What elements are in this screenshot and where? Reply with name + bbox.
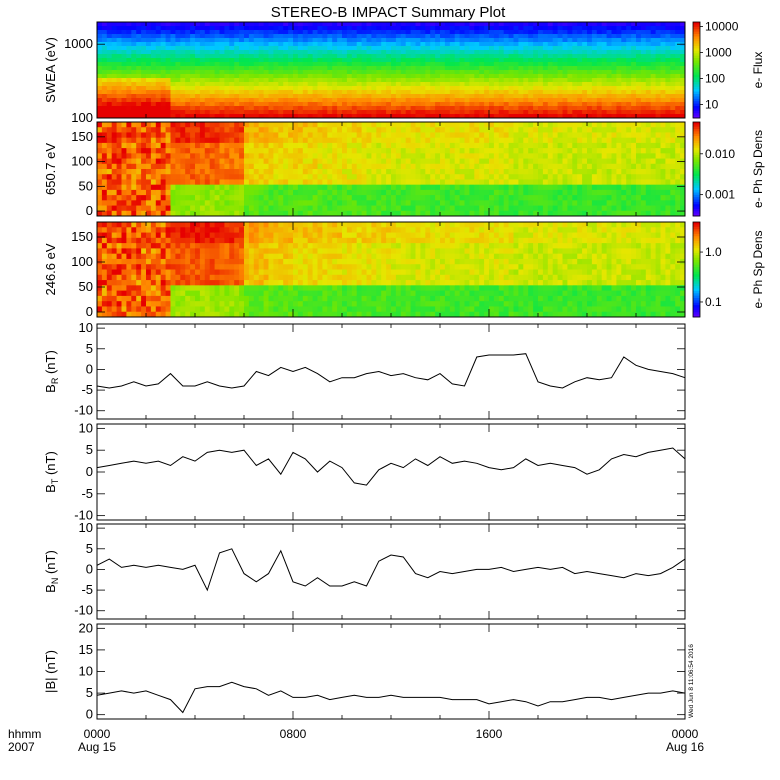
colorbar: 10 100 1000 10000 e- Flux xyxy=(692,20,765,119)
y-axis-label-main: SWEA (eV) xyxy=(43,37,58,103)
y-axis-label-unit: (nT) xyxy=(43,350,58,377)
y-axis-label: BR (nT) xyxy=(43,350,60,393)
y-tick-label: 150 xyxy=(71,129,93,144)
trace-line xyxy=(96,353,686,389)
panel-5: -10 -5 0 5 10 BT (nT) xyxy=(43,420,686,523)
y-tick-label: -5 xyxy=(81,486,93,501)
y-tick-label: 5 xyxy=(86,685,93,700)
time-tick-date: Aug 15 xyxy=(78,740,116,754)
y-tick-label: 5 xyxy=(86,442,93,457)
y-tick-label: 0 xyxy=(86,203,93,218)
time-tick-label: 0000 xyxy=(672,727,699,741)
panel-1: 10 100 1000 10000 e- Flux 100 1000 SWEA (eV) xyxy=(43,20,765,125)
y-axis-label-unit: (nT) xyxy=(43,451,58,478)
trace-line xyxy=(96,447,686,486)
y-tick-label: 0 xyxy=(86,464,93,479)
colorbar: 0.001 0.010 e- Ph Sp Dens xyxy=(692,121,765,217)
panel-4: -10 -5 0 5 10 BR (nT) xyxy=(43,320,686,420)
time-tick-label: 0800 xyxy=(280,727,307,741)
y-axis-label-main: B xyxy=(43,384,58,393)
y-tick-label: -10 xyxy=(74,403,93,418)
panel-frame xyxy=(96,523,686,620)
y-tick-label: 100 xyxy=(71,254,93,269)
y-tick-label: 0 xyxy=(86,561,93,576)
colorbar-frame xyxy=(692,21,701,119)
y-axis-label: SWEA (eV) xyxy=(43,37,58,103)
y-tick-label: -10 xyxy=(74,603,93,618)
panel-frame xyxy=(96,323,686,420)
y-axis-label-sub: T xyxy=(50,478,60,484)
colorbar-frame xyxy=(692,221,701,318)
colorbar-tick-label: 0.010 xyxy=(705,147,735,161)
y-tick-label: -5 xyxy=(81,382,93,397)
y-tick-label: 0 xyxy=(86,361,93,376)
panel-2: 0.001 0.010 e- Ph Sp Dens 0 50 100 150 650.7 eV xyxy=(43,121,765,218)
y-tick-label: -5 xyxy=(81,582,93,597)
colorbar-label: e- Ph Sp Dens xyxy=(751,130,765,208)
panel-frame xyxy=(96,623,686,720)
y-axis-label: 246.6 eV xyxy=(43,243,58,295)
colorbar-tick-label: 10 xyxy=(705,97,719,111)
time-tick-label: 0000 xyxy=(84,727,111,741)
colorbar-tick-label: 0.1 xyxy=(705,295,722,309)
colorbar: 0.1 1.0 e- Ph Sp Dens xyxy=(692,221,765,318)
y-tick-label: 150 xyxy=(71,229,93,244)
y-axis-label-main: 246.6 eV xyxy=(43,243,58,295)
y-axis-label: 650.7 eV xyxy=(43,143,58,195)
y-tick-label: -10 xyxy=(74,508,93,523)
colorbar-label: e- Ph Sp Dens xyxy=(751,230,765,308)
time-tick-label: 1600 xyxy=(476,727,503,741)
trace-line xyxy=(96,548,686,592)
y-tick-label: 100 xyxy=(71,154,93,169)
colorbar-tick-label: 1.0 xyxy=(705,245,722,259)
colorbar-tick-label: 1000 xyxy=(705,46,732,60)
colorbar-tick-label: 0.001 xyxy=(705,188,735,202)
time-label-top: hhmm xyxy=(8,727,41,741)
panel-7: 0 5 10 15 20 |B| (nT) xyxy=(43,620,686,722)
y-tick-label: 10 xyxy=(79,320,93,335)
colorbar-tick-label: 100 xyxy=(705,71,725,85)
colorbar-label: e- Flux xyxy=(751,52,765,89)
colorbar-tick-label: 10000 xyxy=(705,20,739,34)
trace-line xyxy=(96,681,686,714)
y-axis-label-main: 650.7 eV xyxy=(43,143,58,195)
y-tick-label: 15 xyxy=(79,642,93,657)
y-tick-label: 5 xyxy=(86,541,93,556)
time-label-bottom: 2007 xyxy=(8,740,35,754)
y-axis-label-unit: (nT) xyxy=(43,650,58,677)
spectrogram-cells xyxy=(97,222,686,318)
y-tick-label: 5 xyxy=(86,341,93,356)
y-axis-label: |B| (nT) xyxy=(43,650,58,693)
spectrogram-cells xyxy=(97,22,686,119)
y-tick-label: 0 xyxy=(86,707,93,722)
y-tick-label: 50 xyxy=(79,178,93,193)
spectrogram-cells xyxy=(97,122,686,217)
run-stamp: Wed Jun 8 11:06:54 2016 xyxy=(688,644,695,718)
y-axis-label: BT (nT) xyxy=(43,451,60,493)
y-axis-label-unit: (nT) xyxy=(43,550,58,577)
time-tick-date: Aug 16 xyxy=(666,740,704,754)
panel-6: -10 -5 0 5 10 BN (nT) xyxy=(43,520,686,620)
colorbar-frame xyxy=(692,121,701,217)
y-tick-label: 10 xyxy=(79,420,93,435)
y-tick-label: 10 xyxy=(79,520,93,535)
y-tick-label: 0 xyxy=(86,304,93,319)
y-tick-label: 100 xyxy=(71,110,93,125)
y-axis-label-main: B xyxy=(43,584,58,593)
y-axis-label-main: |B| xyxy=(43,678,58,693)
y-axis-label-sub: R xyxy=(50,377,60,384)
plot-title: STEREO-B IMPACT Summary Plot xyxy=(271,4,506,21)
y-tick-label: 20 xyxy=(79,620,93,635)
y-axis-label-main: B xyxy=(43,484,58,493)
y-tick-label: 1000 xyxy=(64,36,93,51)
y-tick-label: 10 xyxy=(79,664,93,679)
y-tick-label: 50 xyxy=(79,279,93,294)
panel-frame xyxy=(96,423,686,521)
panel-3: 0.1 1.0 e- Ph Sp Dens 0 50 100 150 246.6 eV xyxy=(43,221,765,319)
y-axis-label-sub: N xyxy=(50,578,60,585)
y-axis-label: BN (nT) xyxy=(43,550,60,593)
